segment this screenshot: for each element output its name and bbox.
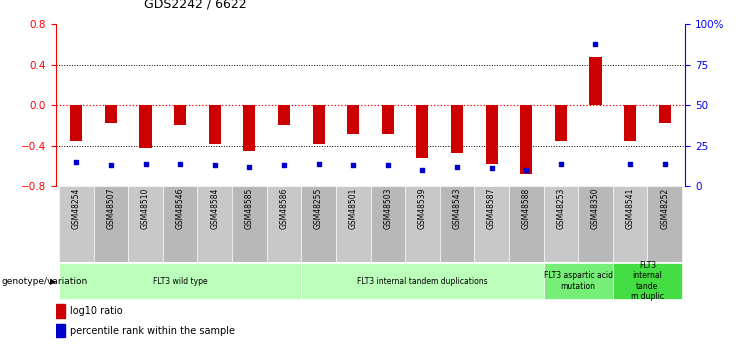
- Bar: [209, 105, 221, 144]
- Bar: [105, 105, 117, 124]
- Text: percentile rank within the sample: percentile rank within the sample: [70, 326, 235, 336]
- FancyBboxPatch shape: [474, 186, 509, 262]
- Point: [485, 166, 497, 171]
- Point: [70, 159, 82, 165]
- Bar: [659, 105, 671, 124]
- Point: [139, 161, 151, 166]
- Bar: [278, 105, 290, 126]
- Text: FLT3 internal tandem duplications: FLT3 internal tandem duplications: [357, 277, 488, 286]
- Text: ▶: ▶: [50, 277, 56, 286]
- FancyBboxPatch shape: [648, 186, 682, 262]
- Bar: [347, 105, 359, 134]
- Bar: [624, 105, 636, 141]
- Text: GSM48587: GSM48587: [487, 188, 496, 229]
- Bar: [243, 105, 256, 151]
- Bar: [382, 105, 394, 134]
- Bar: [589, 57, 602, 105]
- Text: GSM48539: GSM48539: [418, 188, 427, 229]
- FancyBboxPatch shape: [128, 186, 163, 262]
- FancyBboxPatch shape: [93, 186, 128, 262]
- Text: genotype/variation: genotype/variation: [1, 277, 87, 286]
- Bar: [56, 324, 65, 337]
- FancyBboxPatch shape: [163, 186, 197, 262]
- Point: [174, 161, 186, 166]
- FancyBboxPatch shape: [267, 186, 302, 262]
- Bar: [174, 105, 186, 126]
- Text: GSM48503: GSM48503: [383, 188, 392, 229]
- Point: [244, 164, 256, 170]
- Text: GSM48588: GSM48588: [522, 188, 531, 229]
- FancyBboxPatch shape: [302, 263, 544, 299]
- Text: GSM48543: GSM48543: [453, 188, 462, 229]
- FancyBboxPatch shape: [509, 186, 544, 262]
- Point: [451, 164, 463, 170]
- Bar: [56, 304, 65, 317]
- Text: GDS2242 / 6622: GDS2242 / 6622: [144, 0, 247, 10]
- FancyBboxPatch shape: [370, 186, 405, 262]
- Text: GSM48507: GSM48507: [107, 188, 116, 229]
- Text: FLT3
internal
tande
m duplic: FLT3 internal tande m duplic: [631, 261, 664, 301]
- Text: GSM48510: GSM48510: [141, 188, 150, 229]
- Point: [590, 41, 602, 46]
- FancyBboxPatch shape: [302, 186, 336, 262]
- Point: [105, 162, 117, 168]
- Text: GSM48350: GSM48350: [591, 188, 600, 229]
- Text: GSM48252: GSM48252: [660, 188, 669, 229]
- FancyBboxPatch shape: [197, 186, 232, 262]
- Bar: [520, 105, 532, 174]
- Point: [624, 161, 636, 166]
- Text: GSM48254: GSM48254: [72, 188, 81, 229]
- Text: GSM48253: GSM48253: [556, 188, 565, 229]
- Text: GSM48586: GSM48586: [279, 188, 288, 229]
- Point: [348, 162, 359, 168]
- Point: [278, 162, 290, 168]
- Text: GSM48584: GSM48584: [210, 188, 219, 229]
- FancyBboxPatch shape: [439, 186, 474, 262]
- Bar: [416, 105, 428, 158]
- Bar: [451, 105, 463, 153]
- Point: [555, 161, 567, 166]
- FancyBboxPatch shape: [59, 263, 302, 299]
- Text: FLT3 wild type: FLT3 wild type: [153, 277, 207, 286]
- FancyBboxPatch shape: [613, 186, 648, 262]
- FancyBboxPatch shape: [578, 186, 613, 262]
- FancyBboxPatch shape: [232, 186, 267, 262]
- Text: GSM48585: GSM48585: [245, 188, 254, 229]
- Bar: [70, 105, 82, 141]
- Text: log10 ratio: log10 ratio: [70, 306, 122, 316]
- FancyBboxPatch shape: [544, 263, 613, 299]
- FancyBboxPatch shape: [405, 186, 439, 262]
- Point: [382, 162, 393, 168]
- Bar: [485, 105, 498, 164]
- FancyBboxPatch shape: [613, 263, 682, 299]
- FancyBboxPatch shape: [336, 186, 370, 262]
- Bar: [555, 105, 567, 141]
- Bar: [313, 105, 325, 144]
- Text: GSM48541: GSM48541: [625, 188, 634, 229]
- Point: [209, 162, 221, 168]
- Text: FLT3 aspartic acid
mutation: FLT3 aspartic acid mutation: [544, 272, 613, 291]
- Text: GSM48546: GSM48546: [176, 188, 185, 229]
- Point: [659, 161, 671, 166]
- Point: [416, 167, 428, 173]
- FancyBboxPatch shape: [544, 186, 578, 262]
- Text: GSM48255: GSM48255: [314, 188, 323, 229]
- Point: [313, 161, 325, 166]
- Point: [520, 167, 532, 173]
- Bar: [139, 105, 152, 148]
- Text: GSM48501: GSM48501: [349, 188, 358, 229]
- FancyBboxPatch shape: [59, 186, 93, 262]
